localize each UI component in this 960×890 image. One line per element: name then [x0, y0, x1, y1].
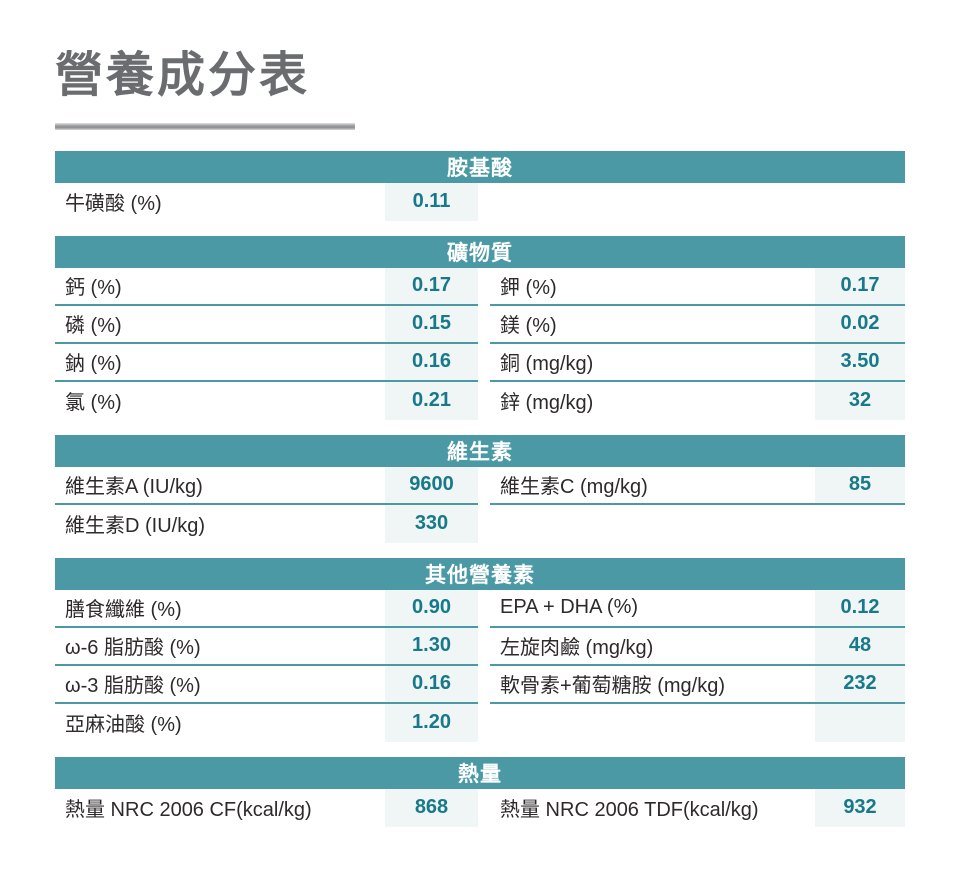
table-row: ω-6 脂肪酸 (%) 1.30 左旋肉鹼 (mg/kg) 48 — [55, 627, 905, 666]
column-gutter — [478, 344, 490, 382]
column-gutter — [478, 704, 490, 742]
table-row: 維生素A (IU/kg) 9600 維生素C (mg/kg) 85 — [55, 466, 905, 505]
nutrient-label: ω-6 脂肪酸 (%) — [55, 628, 385, 666]
column-gutter — [478, 306, 490, 344]
page-title: 營養成分表 — [55, 49, 311, 102]
table-row: 亞麻油酸 (%) 1.20 — [55, 703, 905, 742]
nutrient-value: 0.16 — [385, 343, 478, 382]
column-gutter — [478, 467, 490, 505]
table-row: 鈉 (%) 0.16 銅 (mg/kg) 3.50 — [55, 343, 905, 382]
table-section: 其他營養素 膳食纖維 (%) 0.90 EPA + DHA (%) 0.12 ω-6 脂肪… — [55, 557, 905, 742]
table-section: 胺基酸牛磺酸 (%) 0.11 — [55, 150, 905, 221]
nutrient-label: 鈣 (%) — [55, 268, 385, 306]
nutrient-label: 牛磺酸 (%) — [65, 193, 162, 216]
nutrient-value: 0.02 — [815, 305, 905, 344]
nutrient-label: 鈉 (%) — [55, 344, 385, 382]
nutrient-label: 維生素A (IU/kg) — [55, 467, 385, 505]
nutrient-value: 1.30 — [385, 627, 478, 666]
nutrient-label: 亞麻油酸 (%) — [65, 714, 182, 737]
nutrient-label: 氯 (%) — [65, 392, 122, 415]
table-row: 膳食纖維 (%) 0.90 EPA + DHA (%) 0.12 — [55, 589, 905, 628]
nutrient-label: 鋅 (mg/kg) — [500, 392, 594, 415]
table-row: 氯 (%) 0.21 鋅 (mg/kg) 32 — [55, 381, 905, 420]
nutrient-label — [490, 704, 815, 742]
table-row: 牛磺酸 (%) 0.11 — [55, 182, 905, 221]
column-gutter — [478, 666, 490, 704]
nutrient-value: 868 — [385, 788, 478, 827]
nutrient-value: 0.21 — [385, 381, 478, 420]
column-gutter — [478, 268, 490, 306]
nutrient-value: 3.50 — [815, 343, 905, 382]
column-gutter — [478, 590, 490, 628]
nutrient-value: 932 — [815, 788, 905, 827]
nutrient-value — [815, 505, 905, 543]
nutrient-value: 0.17 — [385, 267, 478, 306]
table-section: 礦物質鈣 (%) 0.17 鉀 (%) 0.17 磷 (%) 0.15 鎂 (%) 0.02 鈉… — [55, 235, 905, 420]
nutrient-label: 軟骨素+葡萄糖胺 (mg/kg) — [490, 666, 815, 704]
column-gutter — [478, 183, 490, 221]
nutrient-value: 232 — [815, 665, 905, 704]
nutrient-label: 膳食纖維 (%) — [55, 590, 385, 628]
nutrient-label: ω-3 脂肪酸 (%) — [55, 666, 385, 704]
nutrient-label: 鉀 (%) — [490, 268, 815, 306]
nutrient-label: 熱量 NRC 2006 CF(kcal/kg) — [65, 799, 312, 822]
nutrient-value: 0.90 — [385, 589, 478, 628]
nutrient-label — [490, 183, 815, 221]
nutrition-table: 胺基酸 牛磺酸 (%) 0.11 礦物質鈣 (%) 0.17 鉀 (%) 0.17 磷 (%)… — [55, 150, 905, 827]
nutrient-value: 48 — [815, 627, 905, 666]
table-section: 維生素 維生素A (IU/kg) 9600 維生素C (mg/kg) 85 維生素D (I… — [55, 434, 905, 543]
nutrient-value: 0.12 — [815, 589, 905, 628]
table-row: 鈣 (%) 0.17 鉀 (%) 0.17 — [55, 267, 905, 306]
nutrient-label — [490, 505, 815, 543]
column-gutter — [478, 382, 490, 420]
nutrient-label: EPA + DHA (%) — [490, 590, 815, 628]
title-underline — [55, 122, 355, 130]
nutrient-label: 維生素D (IU/kg) — [65, 515, 205, 538]
nutrient-value: 0.16 — [385, 665, 478, 704]
nutrient-label: 鎂 (%) — [490, 306, 815, 344]
section-header: 維生素 — [55, 434, 905, 467]
nutrient-value — [815, 183, 905, 221]
table-row: 磷 (%) 0.15 鎂 (%) 0.02 — [55, 305, 905, 344]
nutrient-label: 維生素C (mg/kg) — [490, 467, 815, 505]
column-gutter — [478, 505, 490, 543]
section-header: 礦物質 — [55, 235, 905, 268]
nutrient-value: 9600 — [385, 466, 478, 505]
table-section: 熱量 熱量 NRC 2006 CF(kcal/kg) 868 熱量 NRC 2006 … — [55, 756, 905, 827]
page: 營養成分表 胺基酸 牛磺酸 (%) 0.11 礦物質鈣 (%) 0.17 鉀 (%) 0.1… — [55, 49, 905, 827]
section-header: 熱量 — [55, 756, 905, 789]
nutrient-value: 330 — [385, 504, 478, 543]
table-row: ω-3 脂肪酸 (%) 0.16 軟骨素+葡萄糖胺 (mg/kg) 232 — [55, 665, 905, 704]
nutrient-value: 0.17 — [815, 267, 905, 306]
nutrient-value: 0.15 — [385, 305, 478, 344]
table-row: 維生素D (IU/kg) 330 — [55, 504, 905, 543]
table-row: 熱量 NRC 2006 CF(kcal/kg) 868 熱量 NRC 2006 TD… — [55, 788, 905, 827]
section-header: 胺基酸 — [55, 150, 905, 183]
nutrient-label: 熱量 NRC 2006 TDF(kcal/kg) — [500, 799, 759, 822]
nutrient-label: 左旋肉鹼 (mg/kg) — [490, 628, 815, 666]
nutrient-value: 1.20 — [385, 703, 478, 742]
column-gutter — [478, 628, 490, 666]
nutrient-value — [815, 703, 905, 742]
nutrient-label: 銅 (mg/kg) — [490, 344, 815, 382]
section-header: 其他營養素 — [55, 557, 905, 590]
nutrient-value: 85 — [815, 466, 905, 505]
nutrient-value: 32 — [815, 381, 905, 420]
column-gutter — [478, 789, 490, 827]
nutrient-value: 0.11 — [385, 182, 478, 221]
nutrient-label: 磷 (%) — [55, 306, 385, 344]
